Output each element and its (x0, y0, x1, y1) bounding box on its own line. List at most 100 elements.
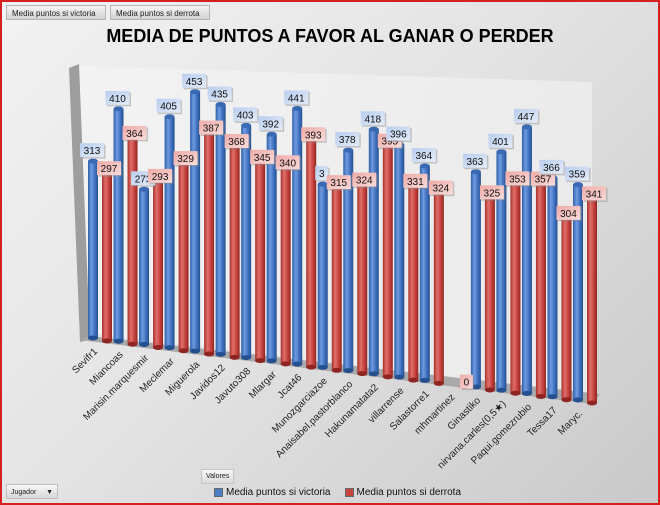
svg-text:293: 293 (152, 172, 169, 183)
data-label-victory: 453 (182, 73, 208, 90)
bar-defeat[interactable] (561, 215, 572, 403)
data-label-victory: 418 (360, 111, 387, 127)
bar-defeat[interactable] (255, 159, 266, 364)
bar-victory[interactable] (139, 186, 150, 348)
bar-victory[interactable] (113, 106, 124, 344)
bar-victory[interactable] (470, 169, 481, 390)
bar-defeat[interactable] (153, 178, 164, 351)
x-tick-label: Maryc. (556, 408, 585, 437)
side-wall (69, 64, 90, 342)
data-label-victory: 435 (207, 86, 234, 103)
svg-text:401: 401 (492, 137, 509, 148)
data-label-victory: 410 (105, 90, 132, 107)
data-label-victory: 3 (315, 166, 330, 182)
bar-defeat[interactable] (204, 130, 215, 357)
bar-victory[interactable] (88, 158, 98, 341)
bar-victory[interactable] (394, 142, 405, 380)
bar-victory[interactable] (573, 182, 583, 403)
data-label-defeat: 357 (530, 171, 557, 188)
bar-victory[interactable] (241, 122, 252, 361)
data-label-defeat: 325 (479, 185, 506, 201)
legend-swatch-defeat (344, 488, 354, 497)
bar-victory[interactable] (164, 114, 175, 351)
bar-defeat[interactable] (127, 135, 138, 347)
bar-defeat[interactable] (535, 181, 546, 399)
svg-text:297: 297 (101, 164, 118, 175)
svg-text:395: 395 (381, 137, 398, 148)
bar-defeat[interactable] (587, 195, 597, 406)
bar-defeat[interactable] (229, 143, 240, 360)
data-label-defeat: 331 (403, 173, 429, 190)
legend-label-defeat: Media puntos si derrota (356, 487, 462, 498)
bar-victory[interactable] (496, 149, 507, 393)
field-button-victory[interactable]: Media puntos si victoria (6, 5, 106, 20)
bar-defeat[interactable] (178, 160, 189, 354)
data-label-defeat: 341 (582, 186, 608, 202)
legend-item-defeat[interactable]: Media puntos si derrota (344, 487, 462, 498)
data-label-victory: 363 (462, 153, 489, 170)
legend-label-victory: Media puntos si victoria (226, 487, 331, 498)
svg-text:396: 396 (390, 130, 407, 141)
bar-defeat[interactable] (306, 136, 317, 370)
legend-swatch-victory (214, 488, 223, 497)
chart-title: MEDIA DE PUNTOS A FAVOR AL GANAR O PERDE… (106, 26, 554, 46)
svg-text:453: 453 (186, 77, 203, 88)
svg-text:410: 410 (109, 94, 126, 105)
field-button-defeat[interactable]: Media puntos si derrota (110, 5, 210, 20)
bar-defeat[interactable] (408, 183, 419, 383)
data-label-victory: 364 (411, 148, 438, 164)
svg-text:378: 378 (339, 135, 356, 146)
data-label-victory: 392 (258, 116, 285, 132)
player-field-dropdown[interactable]: Jugador ▼ (6, 484, 58, 499)
dropdown-arrow-icon[interactable]: ▼ (46, 489, 53, 496)
bar-defeat[interactable] (484, 194, 495, 393)
data-label-defeat: 345 (250, 149, 276, 166)
bar-victory[interactable] (368, 126, 379, 377)
bar-victory[interactable] (343, 147, 354, 374)
svg-text:353: 353 (509, 174, 526, 185)
bar-defeat[interactable] (382, 143, 393, 380)
bar-victory[interactable] (190, 89, 201, 354)
data-label-defeat: 324 (352, 172, 378, 189)
data-label-victory: 396 (386, 126, 412, 143)
svg-text:357: 357 (535, 175, 552, 186)
svg-text:368: 368 (228, 137, 245, 148)
data-label-defeat: 387 (199, 120, 225, 137)
bar-defeat[interactable] (433, 190, 444, 386)
data-label-defeat: 340 (275, 155, 302, 171)
bar-victory[interactable] (547, 175, 558, 400)
bar-victory[interactable] (521, 124, 532, 396)
svg-text:0: 0 (464, 378, 470, 389)
svg-text:315: 315 (330, 178, 347, 189)
bar-victory[interactable] (215, 102, 226, 357)
svg-text:364: 364 (126, 129, 143, 140)
bar-victory[interactable] (266, 131, 277, 364)
data-label-defeat: 324 (428, 180, 455, 197)
data-label-victory: 401 (488, 133, 514, 150)
svg-text:392: 392 (262, 119, 279, 130)
svg-text:364: 364 (415, 151, 432, 162)
bar-defeat[interactable] (510, 180, 521, 396)
bar-victory[interactable] (419, 163, 430, 383)
bar-defeat[interactable] (357, 182, 368, 377)
player-field-label: Jugador (11, 489, 37, 496)
svg-text:324: 324 (356, 176, 373, 187)
bar-victory[interactable] (317, 181, 328, 370)
svg-text:405: 405 (160, 102, 177, 113)
legend-item-victory[interactable]: Media puntos si victoria (214, 487, 331, 498)
data-label-victory: 403 (233, 107, 259, 123)
svg-text:340: 340 (279, 158, 296, 169)
data-label-victory: 366 (539, 159, 565, 176)
svg-text:447: 447 (518, 112, 535, 123)
bar-defeat[interactable] (102, 170, 112, 344)
svg-text:393: 393 (305, 130, 322, 141)
chart-legend: Media puntos si victoria Media puntos si… (214, 487, 461, 498)
svg-text:304: 304 (560, 209, 577, 220)
svg-text:341: 341 (586, 189, 603, 200)
bar-defeat[interactable] (331, 184, 342, 373)
bar-defeat[interactable] (280, 164, 291, 367)
svg-text:359: 359 (569, 170, 586, 181)
bar-victory[interactable] (292, 105, 303, 367)
data-label-defeat: 315 (326, 175, 353, 191)
values-field-button[interactable]: Valores (201, 469, 235, 484)
